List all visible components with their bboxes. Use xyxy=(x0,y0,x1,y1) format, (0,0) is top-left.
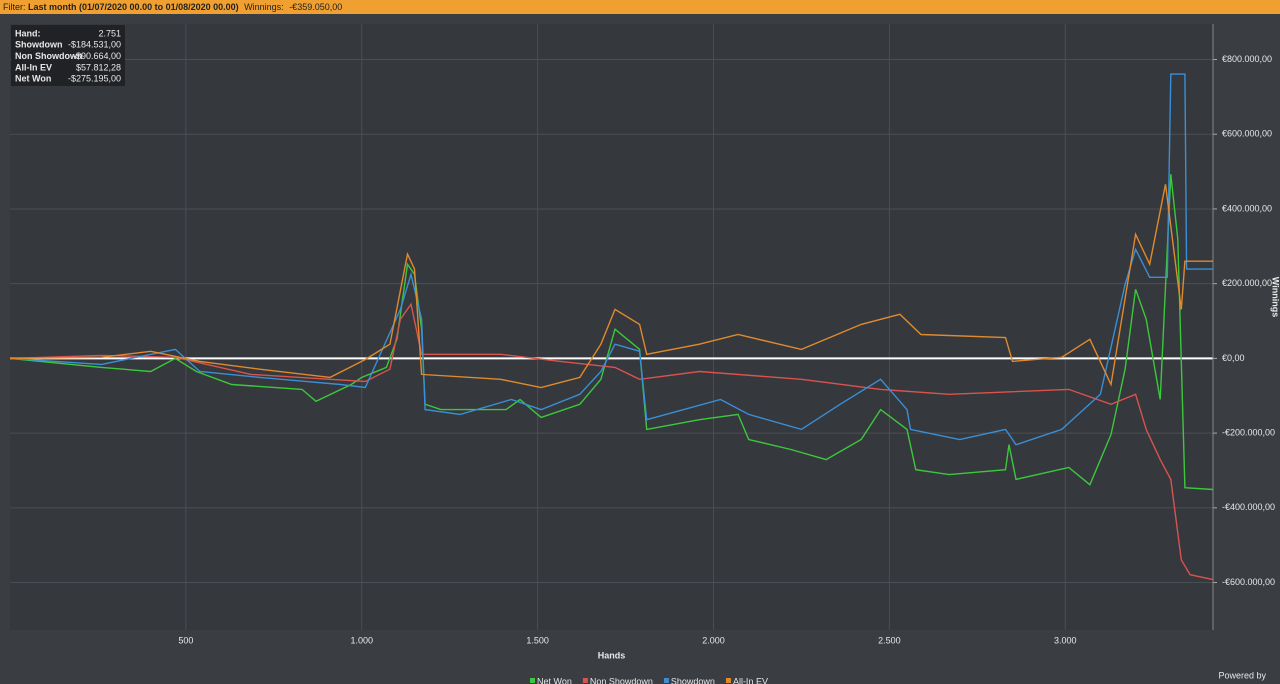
x-tick-label: 3.000 xyxy=(1054,635,1077,645)
filter-value: Last month (01/07/2020 00.00 to 01/08/20… xyxy=(28,2,239,12)
stats-bg xyxy=(11,25,125,86)
legend-swatch xyxy=(663,678,669,683)
stat-value: -$184.531,00 xyxy=(68,40,121,50)
legend-label: Non Showdown xyxy=(590,676,653,684)
y-tick-label: €800.000,00 xyxy=(1222,54,1272,64)
powered-by: Powered by xyxy=(1218,670,1266,680)
x-tick-label: 2.000 xyxy=(702,635,725,645)
filter-bar: Filter: Last month (01/07/2020 00.00 to … xyxy=(0,0,1280,14)
legend-swatch xyxy=(582,678,588,683)
legend-label: All-In EV xyxy=(733,676,768,684)
series-line xyxy=(9,174,1214,491)
winnings-value: -€359.050,00 xyxy=(289,2,343,12)
y-tick-label: €600.000,00 xyxy=(1222,129,1272,139)
y-tick-label: -€200.000,00 xyxy=(1222,427,1275,437)
plot-area xyxy=(10,24,1213,630)
stat-label: Net Won xyxy=(15,74,51,84)
chart: 500 1.000 1.500 2.000 2.500 3.000 -€600.000,00… xyxy=(9,24,1280,684)
y-tick-label: -€600.000,00 xyxy=(1222,577,1275,587)
stat-label: All-In EV xyxy=(15,62,52,72)
legend-swatch xyxy=(725,678,731,683)
legend-swatch xyxy=(530,678,535,683)
series-line xyxy=(9,184,1213,389)
stat-value: -$275.195,00 xyxy=(68,74,121,84)
x-axis-label: Hands xyxy=(598,650,626,660)
filter-label: Filter: xyxy=(3,2,26,12)
stat-value: 2.751 xyxy=(98,28,121,38)
legend-label: Net Won xyxy=(537,676,572,684)
stat-label: Showdown xyxy=(15,40,63,50)
y-tick-label: €400.000,00 xyxy=(1222,203,1272,213)
x-tick-label: 1.500 xyxy=(526,635,549,645)
y-tick-label: €200.000,00 xyxy=(1222,278,1272,288)
stat-label: Hand: xyxy=(15,28,41,38)
x-tick-label: 2.500 xyxy=(878,635,901,645)
series-line xyxy=(9,302,1214,581)
x-tick-label: 500 xyxy=(178,635,193,645)
series-line xyxy=(9,73,1213,446)
y-axis-label: Winnings xyxy=(1271,277,1280,317)
legend-label: Showdown xyxy=(671,676,715,684)
x-tick-label: 1.000 xyxy=(350,635,373,645)
stat-value: -$90.664,00 xyxy=(73,51,121,61)
y-tick-label: €0,00 xyxy=(1222,353,1245,363)
winnings-label: Winnings: xyxy=(244,2,284,12)
y-tick-label: -€400.000,00 xyxy=(1222,502,1275,512)
stat-label: Non Showdown xyxy=(15,51,83,61)
stat-value: $57.812,28 xyxy=(76,62,121,72)
